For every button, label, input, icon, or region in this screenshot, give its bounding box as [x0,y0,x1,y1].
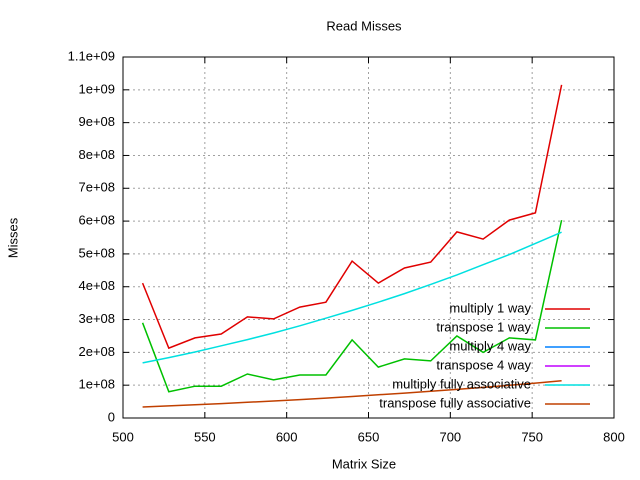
series-line [141,84,563,350]
x-axis-label: Matrix Size [332,456,396,471]
x-tick-label: 550 [194,429,216,444]
x-tick-label: 500 [112,429,134,444]
y-tick-label: 9e+08 [78,114,115,129]
legend-label: transpose 1 way [436,319,531,334]
y-tick-label: 4e+08 [78,278,115,293]
y-tick-label: 2e+08 [78,344,115,359]
legend-label: transpose 4 way [436,357,531,372]
x-tick-label: 650 [358,429,380,444]
y-tick-label: 5e+08 [78,245,115,260]
y-tick-label: 6e+08 [78,213,115,228]
x-tick-label: 800 [603,429,625,444]
y-tick-label: 0 [108,409,115,424]
x-tick-label: 700 [439,429,461,444]
legend-label: multiply fully associative [392,376,531,391]
y-tick-label: 3e+08 [78,311,115,326]
chart-title: Read Misses [326,18,402,33]
series-line [142,380,562,408]
legend-label: multiply 1 way [449,300,531,315]
legend-label: transpose fully associative [379,395,531,410]
legend-label: multiply 4 way [449,338,531,353]
series-line [141,219,563,393]
y-tick-label: 8e+08 [78,147,115,162]
plot-frame [122,56,615,419]
series-line [142,231,562,364]
x-tick-label: 600 [276,429,298,444]
y-axis-label: Misses [5,217,20,258]
y-tick-label: 1e+08 [78,377,115,392]
x-tick-label: 750 [521,429,543,444]
y-tick-label: 1e+09 [78,81,115,96]
y-tick-label: 1.1e+09 [68,48,115,63]
y-tick-label: 7e+08 [78,180,115,195]
